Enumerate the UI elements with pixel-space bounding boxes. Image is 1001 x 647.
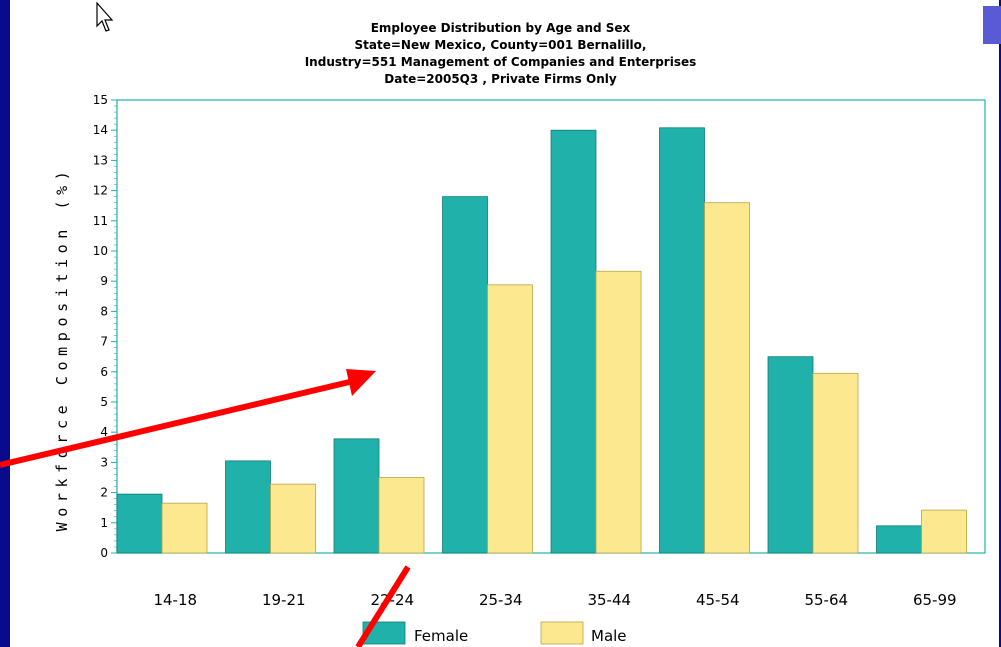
y-tick-label: 8 [100,304,108,318]
y-tick-label: 11 [93,214,108,228]
y-tick-label: 1 [100,516,108,530]
chart-subtitle-line-1: State=New Mexico, County=001 Bernalillo, [354,38,647,52]
y-tick-label: 3 [100,455,108,469]
x-tick-label: 25-34 [479,591,523,609]
chart-subtitle-line-2: Industry=551 Management of Companies and… [304,55,697,69]
bar-female [442,196,488,554]
bar-female [333,438,380,554]
bar-female [225,460,271,554]
chart-title: Employee Distribution by Age and Sex [370,21,631,35]
annotation-arrow-shaft [0,377,359,468]
bar-male [270,483,316,554]
bar-male [704,202,750,554]
y-tick-label: 5 [100,395,108,409]
y-tick-label: 6 [100,365,108,379]
x-tick-label: 45-54 [696,591,740,609]
y-tick-label: 10 [93,244,108,258]
window-corner [983,6,1001,44]
bar-male [812,372,859,554]
y-tick-label: 7 [100,335,108,349]
y-tick-label: 2 [100,486,108,500]
x-tick-label: 35-44 [587,591,631,609]
bar-female [550,129,597,554]
chart-title-block: Employee Distribution by Age and Sex Sta… [0,20,1001,88]
bar-female [659,127,705,554]
y-tick-label: 0 [100,546,108,560]
legend-swatch-male [540,621,584,645]
bar-male [595,270,642,554]
y-tick-label: 13 [93,153,108,167]
bar-female [116,493,163,554]
legend-label-male: Male [591,627,627,645]
y-tick-label: 9 [100,274,108,288]
bar-male [487,284,533,554]
bar-male [921,509,967,554]
x-tick-label: 55-64 [804,591,848,609]
annotation-line [355,565,411,647]
y-axis-label: Workforce Composition (%) [53,166,71,532]
y-tick-label: 15 [93,93,108,107]
annotation-arrowhead [346,369,376,396]
chart-subtitle-line-3: Date=2005Q3 , Private Firms Only [384,72,617,86]
x-tick-label: 65-99 [913,591,957,609]
mouse-pointer-icon [96,2,114,32]
bar-male [378,477,425,554]
bar-female [767,356,814,554]
bar-female [876,525,922,554]
y-tick-label: 12 [93,184,108,198]
x-tick-label: 19-21 [262,591,306,609]
x-tick-label: 14-18 [153,591,197,609]
legend-label-female: Female [414,627,468,645]
bar-male [161,502,208,554]
y-tick-label: 14 [93,123,108,137]
y-tick-label: 4 [100,425,108,439]
